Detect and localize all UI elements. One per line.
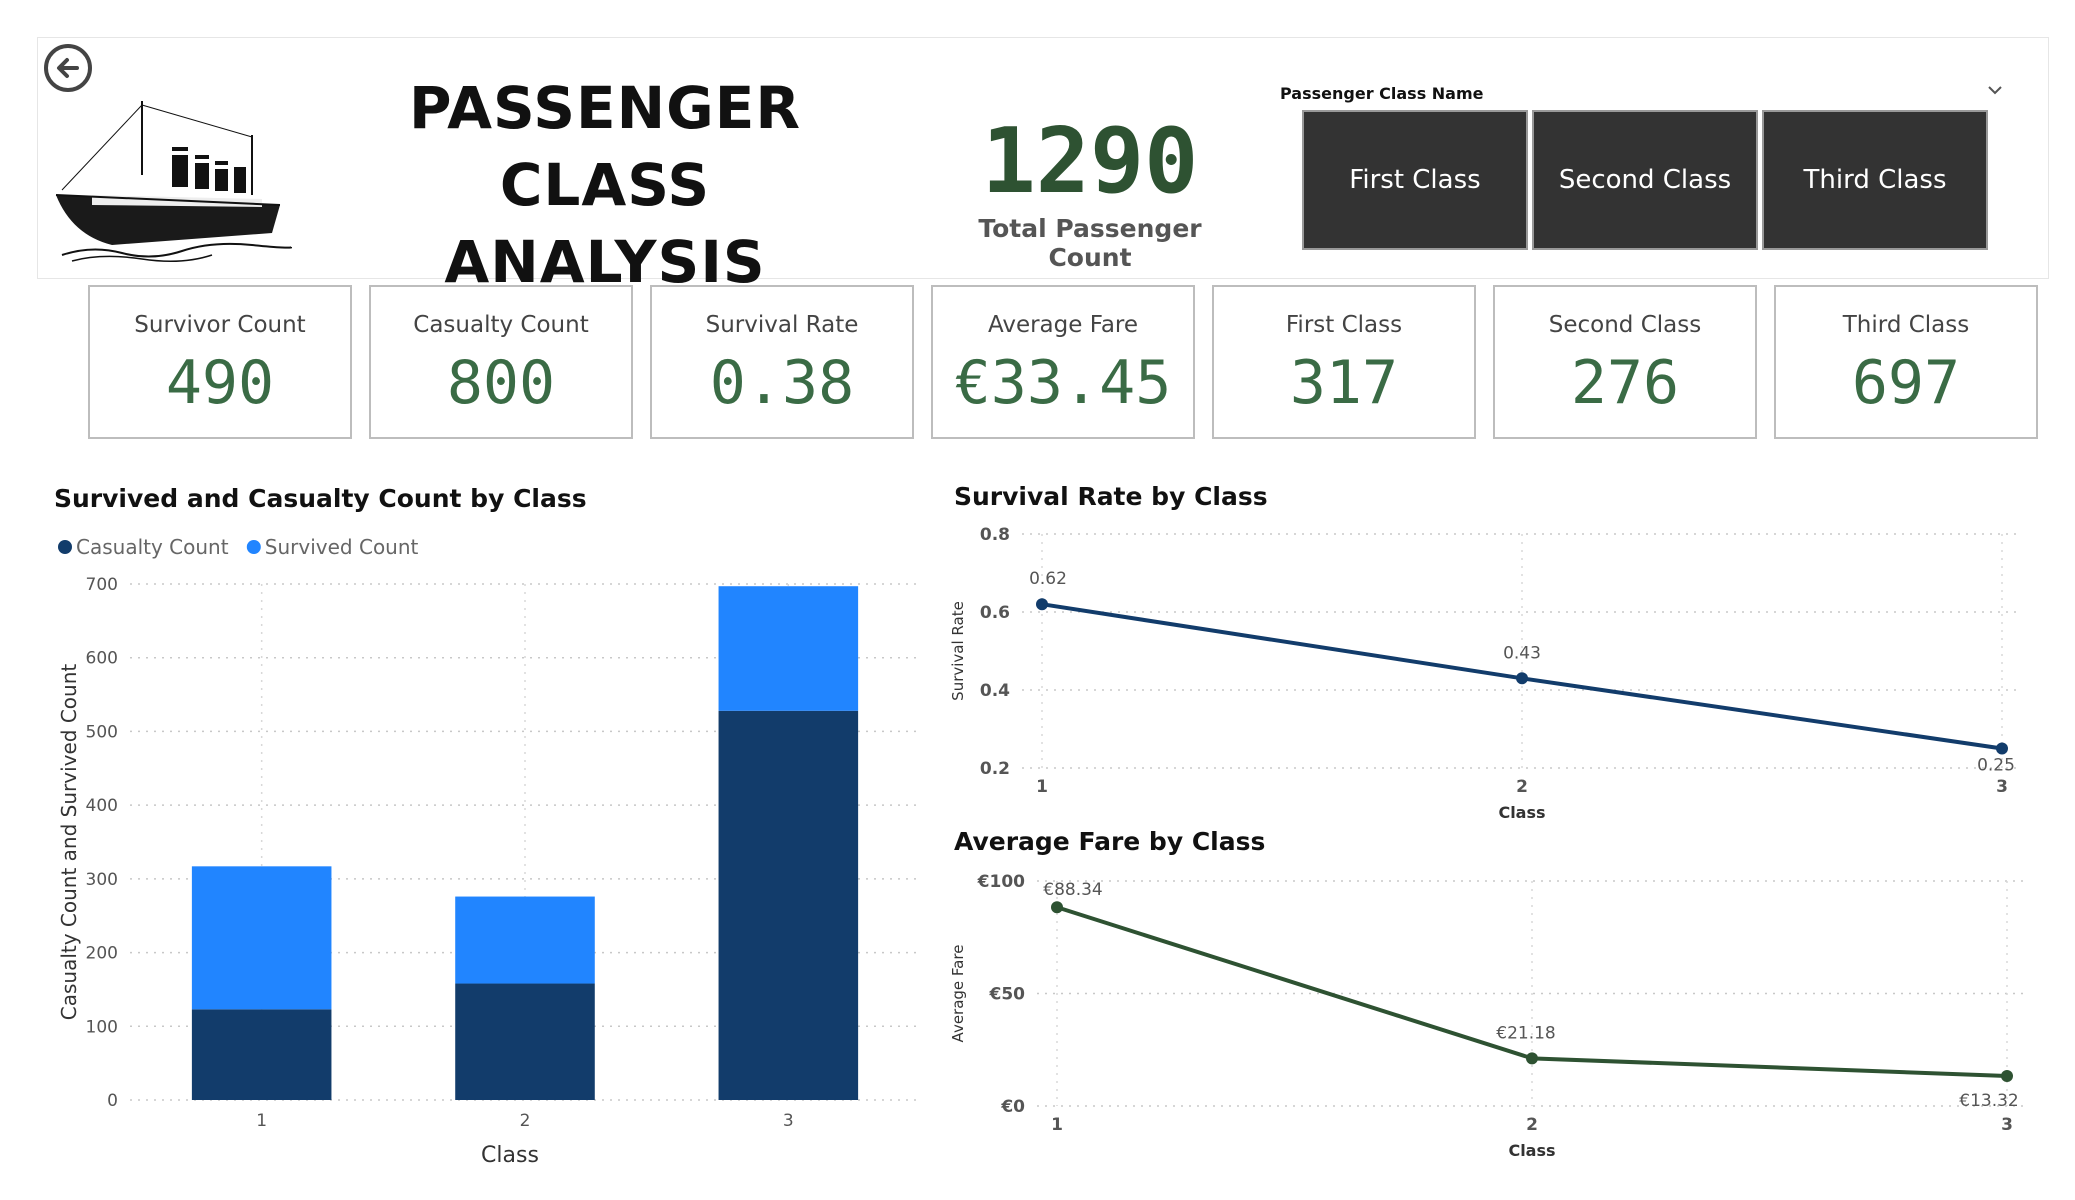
x-tick-label: 3: [2001, 1115, 2013, 1135]
kpi-value: 276: [1570, 348, 1680, 418]
bar-casualty-class-3: [718, 710, 859, 1100]
kpi-card-survivor-count: Survivor Count 490: [88, 285, 352, 439]
y-tick-label: 200: [86, 944, 118, 964]
y-tick-label: 0.8: [980, 525, 1010, 545]
data-label: €21.18: [1496, 1023, 1555, 1043]
y-tick-label: 500: [86, 722, 118, 742]
legend-marker-1: [246, 540, 261, 554]
y-tick-label: 400: [86, 796, 118, 816]
slicer-label: Passenger Class Name: [1280, 84, 1484, 103]
y-axis-title: Survival Rate: [949, 601, 967, 701]
legend-label-0: Casualty Count: [76, 535, 229, 559]
y-tick-label: 0.6: [980, 603, 1010, 623]
x-axis-title: Class: [481, 1143, 539, 1168]
bar-chart: Casualty Count Survived Count 0 100 200 300 40…: [57, 535, 920, 1168]
bar-survived-class-2: [455, 896, 595, 984]
arrow-left-circle-icon: [57, 58, 79, 78]
y-tick-label: 0: [107, 1091, 118, 1111]
slicer-option-first-class[interactable]: First Class: [1302, 110, 1528, 250]
survival-rate-chart: 0.2 0.4 0.6 0.8 1 2 3 0.62 0.43 0.25 Class Survival…: [949, 525, 2022, 822]
x-tick-label: 3: [1996, 777, 2008, 797]
legend-marker-0: [58, 540, 72, 554]
y-tick-label: 700: [86, 575, 118, 595]
chevron-down-icon[interactable]: [1987, 82, 2003, 98]
data-point: [2001, 1070, 2013, 1083]
x-tick-label: 1: [1051, 1115, 1063, 1135]
kpi-value: 0.38: [709, 348, 855, 418]
bar-casualty-class-1: [191, 1009, 332, 1100]
kpi-label: Average Fare: [987, 312, 1139, 338]
bar-survived-class-3: [718, 586, 859, 711]
kpi-card-casualty-count: Casualty Count 800: [369, 285, 633, 439]
survival-chart-title: Survival Rate by Class: [954, 482, 1268, 511]
y-tick-label: €0: [1000, 1097, 1025, 1117]
x-tick-label: 3: [783, 1111, 794, 1131]
page-title-line2: ANALYSIS: [444, 228, 766, 296]
kpi-card-third-class: Third Class 697: [1774, 285, 2038, 439]
data-point: [1526, 1052, 1538, 1065]
kpi-value: 800: [446, 348, 556, 418]
kpi-label: Casualty Count: [413, 312, 589, 338]
kpi-card-survival-rate: Survival Rate 0.38: [650, 285, 914, 439]
x-tick-label: 1: [256, 1111, 267, 1131]
data-label: 0.43: [1503, 643, 1541, 663]
legend-label-1: Survived Count: [265, 535, 419, 559]
data-label: €88.34: [1043, 880, 1102, 900]
kpi-card-second-class: Second Class 276: [1493, 285, 1757, 439]
y-tick-label: €50: [989, 985, 1026, 1005]
data-label: 0.25: [1977, 756, 2015, 776]
kpi-value: 697: [1851, 348, 1961, 418]
y-axis-title: Casualty Count and Survived Count: [57, 664, 81, 1021]
y-tick-label: €100: [977, 872, 1025, 892]
average-fare-chart: €0 €50 €100 1 2 3 €88.34 €21.18 €13.32 Class Avera…: [949, 872, 2027, 1160]
kpi-label: Second Class: [1548, 312, 1702, 338]
fare-chart-title: Average Fare by Class: [954, 827, 1266, 856]
data-label: €13.32: [1959, 1091, 2018, 1111]
x-tick-label: 1: [1036, 777, 1048, 797]
x-tick-label: 2: [520, 1111, 531, 1131]
y-tick-label: 0.4: [980, 681, 1010, 701]
x-tick-label: 2: [1526, 1115, 1538, 1135]
page-title: PASSENGER CLASS ANALYSIS: [300, 70, 910, 301]
total-passenger-label: Total Passenger Count: [978, 214, 1202, 272]
titanic-ship-icon: [55, 101, 292, 262]
slicer-option-second-class[interactable]: Second Class: [1532, 110, 1758, 250]
data-point: [1051, 901, 1063, 914]
x-axis-title: Class: [1498, 803, 1545, 822]
data-point: [1036, 598, 1048, 611]
bar-casualty-class-2: [455, 983, 595, 1100]
kpi-label: First Class: [1285, 312, 1403, 338]
bar-survived-class-1: [191, 866, 332, 1010]
y-tick-label: 300: [86, 870, 118, 890]
kpi-label: Third Class: [1842, 312, 1970, 338]
y-axis-title: Average Fare: [949, 945, 967, 1043]
kpi-value: €33.45: [954, 348, 1172, 418]
kpi-card-first-class: First Class 317: [1212, 285, 1476, 439]
kpi-value: 317: [1289, 348, 1399, 418]
page-title-line1: PASSENGER CLASS: [408, 74, 802, 219]
total-passenger-value: 1290: [981, 109, 1199, 214]
back-button[interactable]: [44, 44, 92, 92]
kpi-label: Survival Rate: [705, 312, 859, 338]
y-tick-label: 100: [86, 1017, 118, 1037]
data-point: [1516, 672, 1528, 685]
x-axis-title: Class: [1508, 1141, 1555, 1160]
x-tick-label: 2: [1516, 777, 1528, 797]
kpi-value: 490: [165, 348, 275, 418]
kpi-label: Survivor Count: [134, 312, 306, 338]
kpi-card-average-fare: Average Fare €33.45: [931, 285, 1195, 439]
y-tick-label: 0.2: [980, 759, 1010, 779]
data-label: 0.62: [1029, 569, 1067, 589]
y-tick-label: 600: [86, 649, 118, 669]
bar-chart-title: Survived and Casualty Count by Class: [54, 484, 587, 513]
data-point: [1996, 742, 2008, 755]
slicer-option-third-class[interactable]: Third Class: [1762, 110, 1988, 250]
